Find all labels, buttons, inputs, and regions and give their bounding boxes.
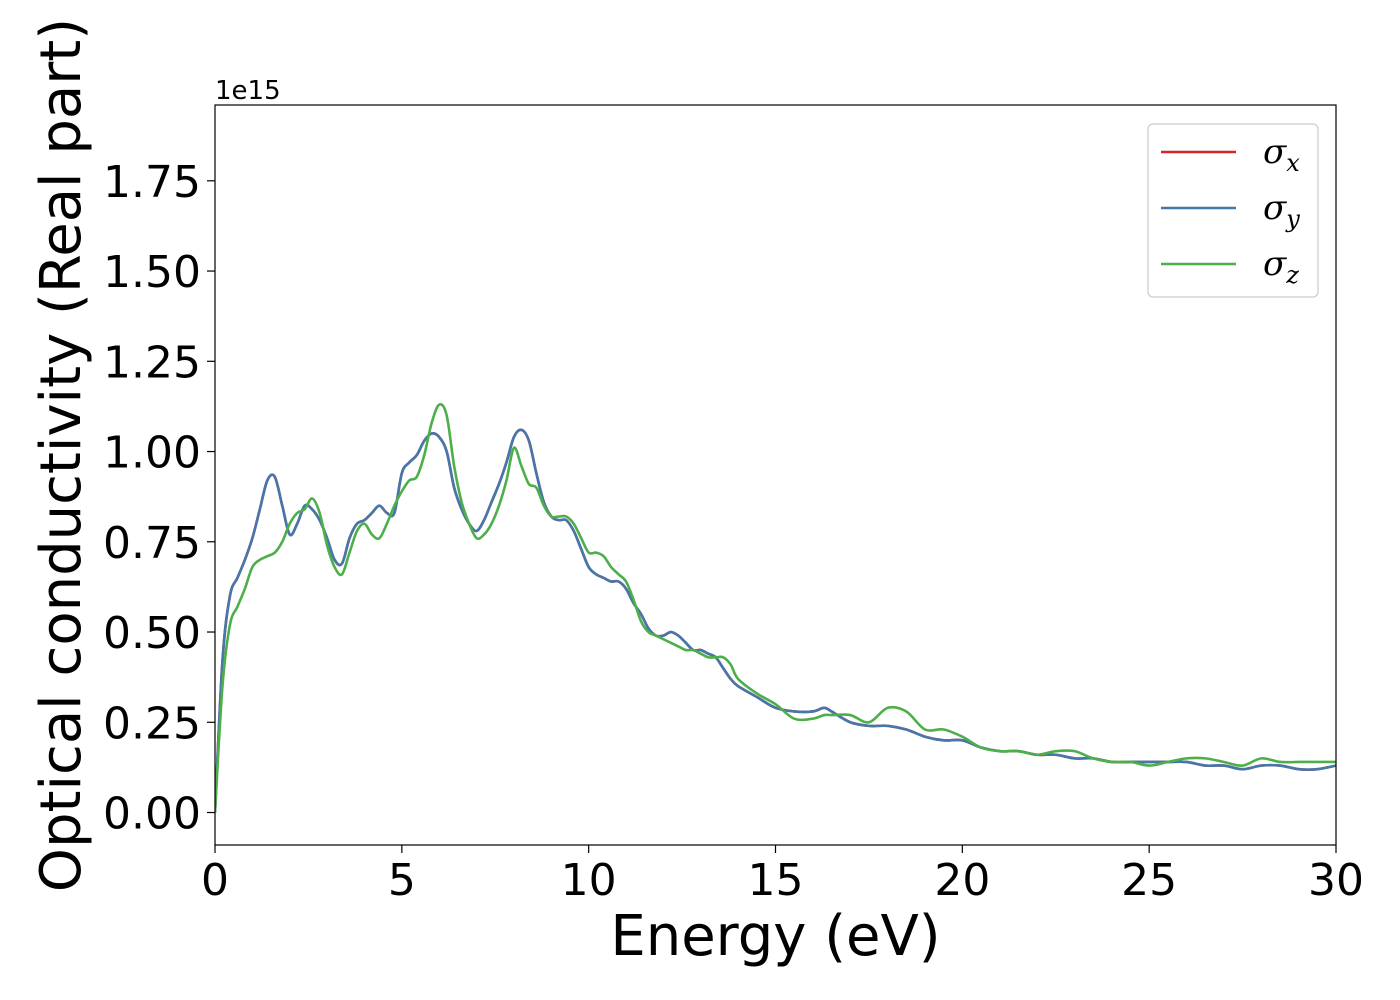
y-tick-label: 1.00 xyxy=(103,428,201,479)
legend: σx σy σz xyxy=(1147,123,1319,298)
y-tick-label: 0.50 xyxy=(103,608,201,659)
x-tick-label: 30 xyxy=(1308,855,1364,906)
legend-items: σx σy σz xyxy=(1161,132,1300,289)
y-tick-label: 1.50 xyxy=(103,247,201,298)
legend-entry-sigma-z: σz xyxy=(1161,244,1299,289)
x-tick-label: 5 xyxy=(388,855,416,906)
plot-area xyxy=(214,104,1337,846)
x-axis-label: Energy (eV) xyxy=(610,904,940,969)
y-offset-label: 1e15 xyxy=(215,76,281,106)
y-tick-label: 0.75 xyxy=(103,518,201,569)
x-tick-label: 0 xyxy=(201,855,229,906)
x-tick-label: 10 xyxy=(561,855,617,906)
x-tick-label: 25 xyxy=(1121,855,1177,906)
x-axis-ticks: 0 5 10 15 20 25 30 xyxy=(201,845,1364,906)
sigma-z-line xyxy=(215,403,1336,813)
x-tick-label: 15 xyxy=(748,855,804,906)
legend-box xyxy=(1147,123,1319,298)
y-axis-ticks: 0.00 0.25 0.50 0.75 1.00 1.25 1.50 1.75 xyxy=(103,157,215,840)
legend-entry-sigma-x: σx xyxy=(1161,132,1300,177)
legend-entry-sigma-y: σy xyxy=(1161,188,1300,233)
legend-label: σy xyxy=(1263,188,1300,233)
legend-label: σz xyxy=(1263,244,1299,289)
y-tick-label: 0.25 xyxy=(103,698,201,749)
y-axis-label: Optical conductivity (Real part) xyxy=(29,18,94,892)
series-lines xyxy=(215,403,1336,813)
y-tick-label: 0.00 xyxy=(103,789,201,840)
legend-label: σx xyxy=(1263,132,1300,177)
y-tick-label: 1.25 xyxy=(103,337,201,388)
x-tick-label: 20 xyxy=(934,855,990,906)
y-tick-label: 1.75 xyxy=(103,157,201,208)
